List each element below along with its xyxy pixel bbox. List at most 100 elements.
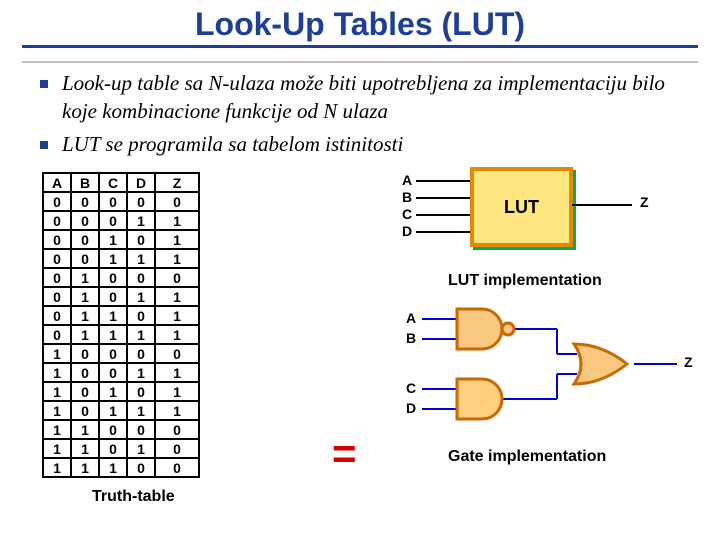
tt-cell: 1 bbox=[155, 306, 199, 325]
tt-cell: 0 bbox=[127, 382, 155, 401]
table-row: 00011 bbox=[43, 211, 199, 230]
tt-cell: 0 bbox=[99, 268, 127, 287]
tt-cell: 1 bbox=[155, 401, 199, 420]
tt-cell: 0 bbox=[43, 268, 71, 287]
tt-col-b: B bbox=[71, 173, 99, 192]
tt-cell: 1 bbox=[43, 344, 71, 363]
tt-cell: 1 bbox=[43, 420, 71, 439]
bullet-list: Look-up table sa N-ulaza može biti upotr… bbox=[40, 69, 688, 158]
table-row: 11010 bbox=[43, 439, 199, 458]
tt-cell: 1 bbox=[155, 211, 199, 230]
tt-cell: 0 bbox=[71, 230, 99, 249]
tt-cell: 1 bbox=[71, 287, 99, 306]
tt-cell: 1 bbox=[127, 211, 155, 230]
table-row: 01011 bbox=[43, 287, 199, 306]
tt-cell: 0 bbox=[155, 439, 199, 458]
lut-diagram: A B C D LUT Z bbox=[402, 162, 720, 262]
tt-cell: 0 bbox=[43, 325, 71, 344]
lut-wire bbox=[572, 204, 632, 206]
tt-cell: 0 bbox=[43, 192, 71, 211]
tt-cell: 1 bbox=[155, 325, 199, 344]
tt-cell: 1 bbox=[43, 363, 71, 382]
table-row: 00101 bbox=[43, 230, 199, 249]
table-row: 00111 bbox=[43, 249, 199, 268]
tt-cell: 1 bbox=[99, 325, 127, 344]
table-row: 10000 bbox=[43, 344, 199, 363]
tt-cell: 0 bbox=[71, 249, 99, 268]
tt-cell: 0 bbox=[71, 211, 99, 230]
lut-input-c: C bbox=[402, 206, 412, 223]
tt-cell: 0 bbox=[155, 192, 199, 211]
tt-cell: 1 bbox=[71, 306, 99, 325]
lut-input-a: A bbox=[402, 172, 412, 189]
tt-cell: 1 bbox=[155, 249, 199, 268]
tt-cell: 0 bbox=[127, 306, 155, 325]
tt-cell: 0 bbox=[155, 344, 199, 363]
lut-input-labels: A B C D bbox=[402, 172, 412, 240]
tt-cell: 0 bbox=[155, 268, 199, 287]
table-row: 01000 bbox=[43, 268, 199, 287]
tt-cell: 1 bbox=[99, 401, 127, 420]
tt-cell: 0 bbox=[43, 287, 71, 306]
tt-cell: 1 bbox=[127, 401, 155, 420]
table-row: 10011 bbox=[43, 363, 199, 382]
tt-cell: 0 bbox=[99, 287, 127, 306]
tt-cell: 0 bbox=[155, 458, 199, 477]
tt-cell: 0 bbox=[99, 363, 127, 382]
gate-input-d: D bbox=[406, 400, 416, 416]
lut-wire bbox=[416, 180, 470, 182]
tt-col-a: A bbox=[43, 173, 71, 192]
bullet-square-icon bbox=[40, 80, 48, 88]
tt-cell: 1 bbox=[127, 363, 155, 382]
tt-cell: 1 bbox=[71, 458, 99, 477]
truth-table: ABCDZ 0000000011001010011101000010110110… bbox=[42, 172, 200, 478]
table-row: 11000 bbox=[43, 420, 199, 439]
tt-cell: 0 bbox=[127, 268, 155, 287]
tt-cell: 0 bbox=[71, 382, 99, 401]
lut-box: LUT bbox=[470, 167, 573, 247]
tt-cell: 1 bbox=[99, 458, 127, 477]
tt-cell: 1 bbox=[71, 325, 99, 344]
tt-cell: 1 bbox=[127, 249, 155, 268]
table-row: 00000 bbox=[43, 192, 199, 211]
equals-symbol: = bbox=[332, 430, 357, 478]
table-row: 01111 bbox=[43, 325, 199, 344]
tt-cell: 0 bbox=[71, 192, 99, 211]
title-shadow bbox=[22, 61, 698, 63]
tt-col-c: C bbox=[99, 173, 127, 192]
table-row: 11100 bbox=[43, 458, 199, 477]
tt-cell: 1 bbox=[71, 420, 99, 439]
tt-cell: 0 bbox=[99, 439, 127, 458]
tt-col-d: D bbox=[127, 173, 155, 192]
tt-cell: 0 bbox=[71, 401, 99, 420]
tt-cell: 1 bbox=[155, 382, 199, 401]
lut-caption: LUT implementation bbox=[448, 272, 720, 290]
tt-cell: 1 bbox=[43, 382, 71, 401]
tt-cell: 0 bbox=[99, 344, 127, 363]
tt-cell: 0 bbox=[155, 420, 199, 439]
tt-cell: 0 bbox=[127, 192, 155, 211]
table-row: 01101 bbox=[43, 306, 199, 325]
table-row: 10101 bbox=[43, 382, 199, 401]
tt-cell: 0 bbox=[43, 306, 71, 325]
lut-input-d: D bbox=[402, 223, 412, 240]
gate-svg bbox=[402, 304, 720, 434]
tt-cell: 0 bbox=[43, 230, 71, 249]
lut-input-b: B bbox=[402, 189, 412, 206]
tt-cell: 0 bbox=[99, 211, 127, 230]
tt-cell: 1 bbox=[43, 401, 71, 420]
bullet-text: Look-up table sa N-ulaza može biti upotr… bbox=[62, 69, 688, 126]
tt-cell: 1 bbox=[155, 363, 199, 382]
bullet-item: LUT se programila sa tabelom istinitosti bbox=[40, 130, 688, 158]
lut-wire bbox=[416, 214, 470, 216]
tt-cell: 1 bbox=[71, 268, 99, 287]
tt-cell: 0 bbox=[127, 458, 155, 477]
lut-wire bbox=[416, 231, 470, 233]
tt-cell: 0 bbox=[43, 249, 71, 268]
bullet-item: Look-up table sa N-ulaza može biti upotr… bbox=[40, 69, 688, 126]
tt-col-z: Z bbox=[155, 173, 199, 192]
gate-input-b: B bbox=[406, 330, 416, 346]
truth-table-caption: Truth-table bbox=[92, 488, 698, 506]
tt-cell: 0 bbox=[71, 344, 99, 363]
gate-output-z: Z bbox=[684, 354, 693, 370]
